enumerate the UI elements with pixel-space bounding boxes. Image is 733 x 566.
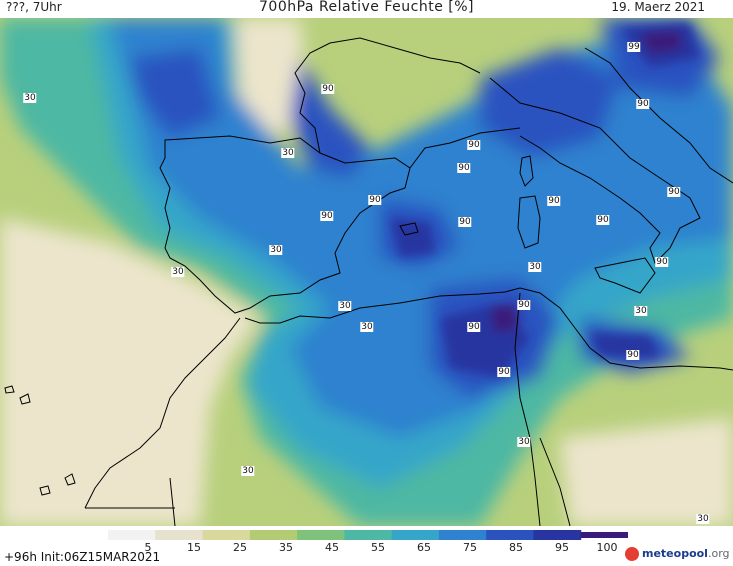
- contour-label: 90: [655, 257, 669, 267]
- colorbar-swatch: [580, 532, 628, 538]
- logo-domain: .org: [707, 547, 730, 560]
- colorbar-tick: 55: [371, 541, 385, 554]
- contour-label: 30: [171, 267, 185, 277]
- sardinia: [517, 195, 541, 249]
- colorbar-swatch: [438, 530, 487, 540]
- colorbar-tick: 95: [555, 541, 569, 554]
- run-info: +96h Init:06Z15MAR2021: [4, 550, 161, 564]
- contour-label: 90: [457, 163, 471, 173]
- logo-brand: meteopool: [642, 547, 708, 560]
- border-west-africa: [85, 477, 176, 526]
- contour-label: 30: [696, 514, 710, 524]
- italy-coastline: [489, 77, 701, 264]
- france-south-coast: [409, 127, 521, 169]
- contour-label: 30: [269, 245, 283, 255]
- map-title: 700hPa Relative Feuchte [%]: [259, 0, 474, 15]
- coastlines: [4, 37, 733, 526]
- colorbar-swatch: [486, 530, 534, 540]
- colorbar-swatch: [108, 530, 156, 540]
- contour-label: 30: [281, 148, 295, 158]
- weekday-time: ???, 7Uhr: [6, 0, 62, 14]
- colorbar-tick: 100: [596, 541, 618, 554]
- adriatic-coast: [584, 47, 733, 184]
- contour-label: 90: [368, 195, 382, 205]
- contour-label: 30: [338, 301, 352, 311]
- morocco-coast: [84, 317, 241, 509]
- contour-label: 90: [517, 300, 531, 310]
- contour-label: 90: [497, 367, 511, 377]
- colorbar-swatch: [202, 530, 251, 540]
- colorbar-tick: 85: [509, 541, 523, 554]
- mallorca: [399, 222, 419, 236]
- contour-label: 90: [321, 84, 335, 94]
- meteopool-logo[interactable]: meteopool.org: [625, 546, 730, 564]
- colorbar-tick: 35: [279, 541, 293, 554]
- colorbar-swatch: [344, 530, 393, 540]
- map-footer: 5 15 25 35 45 55 65 75 85 95 100 +96h In…: [0, 526, 733, 566]
- humidity-field: [0, 18, 733, 526]
- colorbar-tick: 65: [417, 541, 431, 554]
- contour-label: 30: [23, 93, 37, 103]
- humidity-map: [0, 18, 733, 526]
- contour-label: 90: [596, 215, 610, 225]
- colorbar-tick: 15: [187, 541, 201, 554]
- colorbar-swatch: [533, 530, 582, 540]
- colorbar-swatch: [391, 530, 440, 540]
- contour-label: 30: [528, 262, 542, 272]
- forecast-date: 19. Maerz 2021: [611, 0, 705, 14]
- contour-label: 99: [627, 42, 641, 52]
- corsica: [519, 155, 534, 187]
- contour-label: 90: [626, 350, 640, 360]
- colorbar-tick: 25: [233, 541, 247, 554]
- contour-label: 90: [467, 140, 481, 150]
- colorbar-swatch: [249, 530, 298, 540]
- contour-label: 30: [360, 322, 374, 332]
- africa-coastline: [244, 287, 733, 371]
- contour-label: 90: [467, 322, 481, 332]
- colorbar-swatch: [155, 530, 204, 540]
- logo-icon: [625, 547, 639, 561]
- iberia-coastline: [159, 135, 411, 314]
- border-algeria-libya: [539, 437, 571, 526]
- canary-islands: [4, 385, 76, 496]
- contour-label: 90: [636, 99, 650, 109]
- sicily: [594, 257, 656, 294]
- map-header: ???, 7Uhr 700hPa Relative Feuchte [%] 19…: [0, 0, 733, 18]
- contour-label: 90: [320, 211, 334, 221]
- contour-label: 30: [634, 306, 648, 316]
- colorbar-tick: 75: [463, 541, 477, 554]
- france-coastline: [294, 37, 481, 154]
- border-algeria-tunisia: [514, 292, 541, 526]
- contour-label: 90: [547, 196, 561, 206]
- colorbar-tick: 5: [144, 541, 152, 554]
- contour-label: 90: [458, 217, 472, 227]
- colorbar-swatch: [297, 530, 345, 540]
- contour-label: 30: [517, 437, 531, 447]
- colorbar: [108, 530, 628, 540]
- contour-label: 30: [241, 466, 255, 476]
- contour-label: 90: [667, 187, 681, 197]
- colorbar-tick: 45: [325, 541, 339, 554]
